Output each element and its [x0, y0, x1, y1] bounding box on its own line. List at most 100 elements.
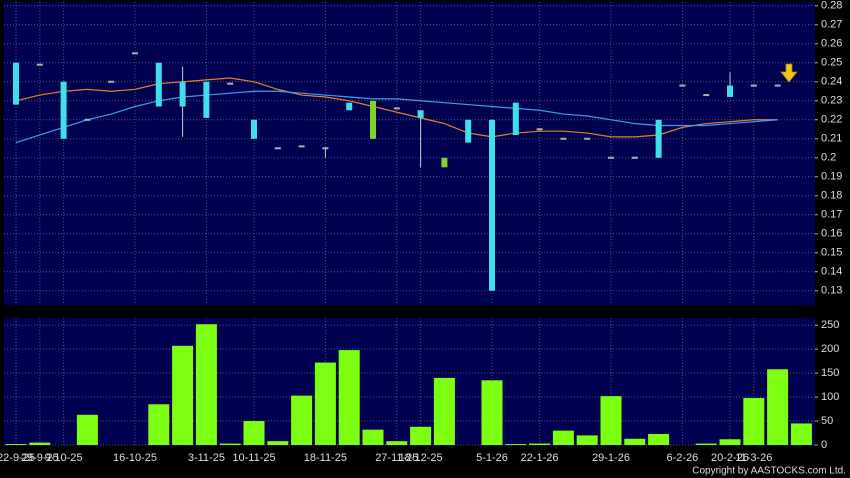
volume-bar	[338, 350, 360, 445]
x-tick-label: 11-3-26	[735, 452, 772, 464]
x-tick-label: 18-12-25	[399, 452, 443, 464]
x-tick-label: 3-11-25	[188, 452, 225, 464]
y-tick-label: 0.19	[821, 171, 842, 183]
y-tick-label: 150	[821, 367, 839, 379]
candle-body	[489, 119, 495, 291]
candle-body	[441, 157, 448, 168]
candle-body	[108, 80, 115, 83]
x-tick-label: 20-2-26	[711, 452, 749, 464]
y-tick-label: 0.24	[821, 76, 842, 88]
y-tick-label: 0	[821, 439, 827, 451]
volume-bar	[481, 380, 503, 445]
volume-bar	[410, 426, 432, 445]
x-tick-label: 10-11-25	[232, 452, 275, 464]
candle-body	[512, 102, 519, 135]
y-tick-label: 0.22	[821, 114, 842, 126]
volume-bar	[433, 377, 455, 445]
y-tick-label: 0.27	[821, 19, 842, 31]
volume-bar	[767, 369, 789, 445]
volume-bar	[5, 444, 27, 445]
volume-bar	[267, 441, 289, 445]
y-tick-label: 200	[821, 343, 839, 355]
candle-body	[179, 81, 186, 107]
y-tick-label: 0.16	[821, 228, 842, 240]
candle-body	[203, 81, 210, 118]
volume-bar	[624, 438, 646, 445]
x-tick-label: 18-11-25	[304, 452, 347, 464]
moving-average-line	[15, 90, 778, 144]
candle-body	[679, 84, 686, 87]
candle-body	[417, 110, 424, 118]
volume-bar	[314, 362, 336, 445]
y-tick-label: 0.25	[821, 57, 842, 69]
volume-bar	[148, 404, 170, 445]
volume-bar	[291, 395, 313, 445]
candle-body	[703, 94, 710, 97]
price-panel	[4, 2, 815, 305]
x-tick-label: 5-1-26	[476, 452, 508, 464]
candle-body	[727, 85, 733, 97]
candle-body	[13, 62, 19, 105]
candle-body	[584, 137, 591, 140]
candle-body	[608, 156, 614, 159]
volume-bar	[362, 429, 384, 445]
latest-arrow	[780, 63, 798, 83]
y-tick-label: 0.21	[821, 133, 842, 145]
y-tick-label: 100	[821, 391, 839, 403]
x-tick-label: 16-10-25	[113, 452, 157, 464]
volume-bar	[719, 439, 741, 445]
volume-bar	[695, 443, 717, 445]
x-tick-label: 29-9-25	[21, 452, 59, 464]
candle-body	[60, 81, 67, 139]
candle-body	[227, 82, 234, 85]
volume-bar	[648, 433, 670, 445]
y-tick-label: 0.2	[821, 152, 836, 164]
candle-body	[774, 84, 781, 87]
candle-body	[655, 119, 662, 158]
volume-bar	[743, 398, 765, 445]
copyright: Copyright by AASTOCKS.com Ltd.	[692, 466, 846, 477]
x-tick-label: 27-11-25	[375, 452, 418, 464]
volume-bar	[529, 443, 551, 445]
candle-body	[36, 63, 43, 66]
candle-body	[393, 107, 400, 110]
volume-bar	[172, 345, 194, 445]
candle-body	[346, 102, 353, 111]
volume-bar	[505, 444, 527, 445]
candle-body	[465, 119, 472, 143]
candle-body	[536, 128, 543, 131]
candle-body	[84, 118, 91, 121]
candle-body	[155, 62, 162, 107]
volume-bar	[386, 441, 408, 445]
volume-panel	[4, 318, 815, 445]
volume-bar	[219, 443, 241, 445]
y-tick-label: 0.13	[821, 285, 842, 297]
volume-bar	[552, 430, 574, 445]
x-tick-label: 22-9-25	[0, 452, 35, 464]
x-tick-label: 6-2-26	[667, 452, 699, 464]
y-tick-label: 0.28	[821, 0, 842, 12]
y-tick-label: 0.17	[821, 209, 842, 221]
candle-body	[370, 100, 376, 139]
y-tick-label: 0.18	[821, 190, 842, 202]
x-tick-label: 9-10-25	[45, 452, 83, 464]
x-tick-label: 22-1-26	[521, 452, 559, 464]
candle-body	[251, 119, 257, 139]
candle-body	[322, 147, 329, 150]
candle-body	[631, 156, 638, 159]
volume-bar	[195, 324, 217, 445]
moving-average-line	[15, 77, 778, 138]
volume-bar	[576, 435, 598, 445]
volume-bar	[243, 421, 265, 445]
y-tick-label: 0.15	[821, 247, 842, 259]
y-tick-label: 0.23	[821, 95, 842, 107]
volume-bar	[600, 396, 622, 445]
candle-body	[274, 147, 281, 150]
candle-body	[132, 52, 138, 55]
x-tick-label: 29-1-26	[592, 452, 630, 464]
y-tick-label: 50	[821, 415, 833, 427]
y-tick-label: 250	[821, 319, 839, 331]
y-tick-label: 0.14	[821, 266, 842, 278]
volume-bar	[76, 414, 98, 445]
